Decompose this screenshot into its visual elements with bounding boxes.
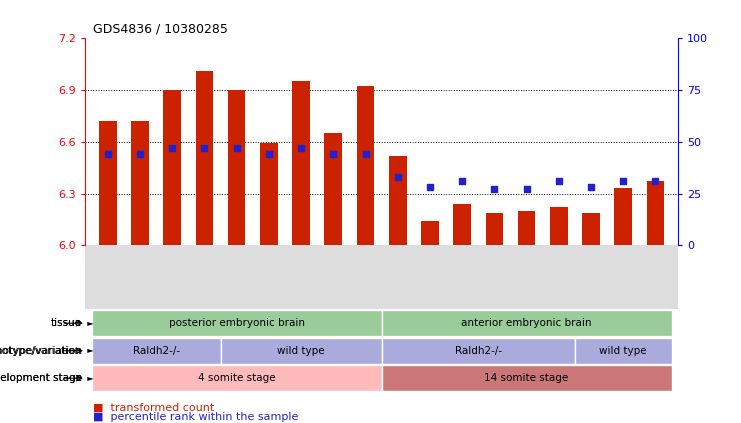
- Text: posterior embryonic brain: posterior embryonic brain: [169, 318, 305, 328]
- Bar: [196, 71, 213, 245]
- Text: wild type: wild type: [599, 346, 647, 356]
- Bar: [292, 81, 310, 245]
- Bar: [92, 338, 221, 364]
- Text: development stage: development stage: [0, 373, 82, 383]
- Bar: [614, 188, 632, 245]
- Text: GDS4836 / 10380285: GDS4836 / 10380285: [93, 23, 227, 36]
- Bar: [382, 365, 671, 391]
- Point: [585, 184, 597, 191]
- Bar: [325, 133, 342, 245]
- Point: [424, 184, 436, 191]
- Text: 4 somite stage: 4 somite stage: [198, 373, 276, 383]
- Point: [166, 145, 178, 151]
- Bar: [485, 212, 503, 245]
- Bar: [131, 121, 149, 245]
- Point: [650, 178, 662, 184]
- Bar: [453, 204, 471, 245]
- Bar: [92, 310, 382, 336]
- Point: [617, 178, 629, 184]
- Bar: [163, 90, 181, 245]
- Point: [456, 178, 468, 184]
- Bar: [518, 211, 536, 245]
- Point: [521, 186, 533, 193]
- Text: Raldh2-/-: Raldh2-/-: [133, 346, 179, 356]
- Point: [134, 151, 146, 157]
- Point: [488, 186, 500, 193]
- Bar: [421, 221, 439, 245]
- Point: [102, 151, 113, 157]
- Text: ►: ►: [82, 374, 93, 383]
- Text: ►: ►: [82, 319, 93, 328]
- Bar: [550, 207, 568, 245]
- Bar: [382, 310, 671, 336]
- Text: tissue: tissue: [51, 318, 82, 328]
- Point: [295, 145, 307, 151]
- Point: [553, 178, 565, 184]
- Bar: [389, 156, 407, 245]
- Point: [328, 151, 339, 157]
- Bar: [260, 143, 278, 245]
- Text: ■  transformed count: ■ transformed count: [93, 402, 214, 412]
- Point: [359, 151, 371, 157]
- Bar: [356, 86, 374, 245]
- Text: tissue: tissue: [50, 318, 82, 328]
- Point: [263, 151, 275, 157]
- Text: 14 somite stage: 14 somite stage: [485, 373, 569, 383]
- Text: ■  percentile rank within the sample: ■ percentile rank within the sample: [93, 412, 298, 422]
- Bar: [92, 365, 382, 391]
- Point: [230, 145, 242, 151]
- Point: [392, 173, 404, 180]
- Bar: [647, 181, 665, 245]
- Bar: [575, 338, 671, 364]
- Bar: [382, 338, 575, 364]
- Text: development stage: development stage: [0, 373, 82, 383]
- Bar: [227, 90, 245, 245]
- Text: genotype/variation: genotype/variation: [0, 346, 82, 356]
- Text: genotype/variation: genotype/variation: [0, 346, 82, 356]
- Point: [199, 145, 210, 151]
- Bar: [582, 212, 600, 245]
- Text: Raldh2-/-: Raldh2-/-: [455, 346, 502, 356]
- Text: ►: ►: [82, 346, 93, 355]
- Text: anterior embryonic brain: anterior embryonic brain: [462, 318, 592, 328]
- Text: wild type: wild type: [277, 346, 325, 356]
- Bar: [221, 338, 382, 364]
- Bar: [99, 121, 116, 245]
